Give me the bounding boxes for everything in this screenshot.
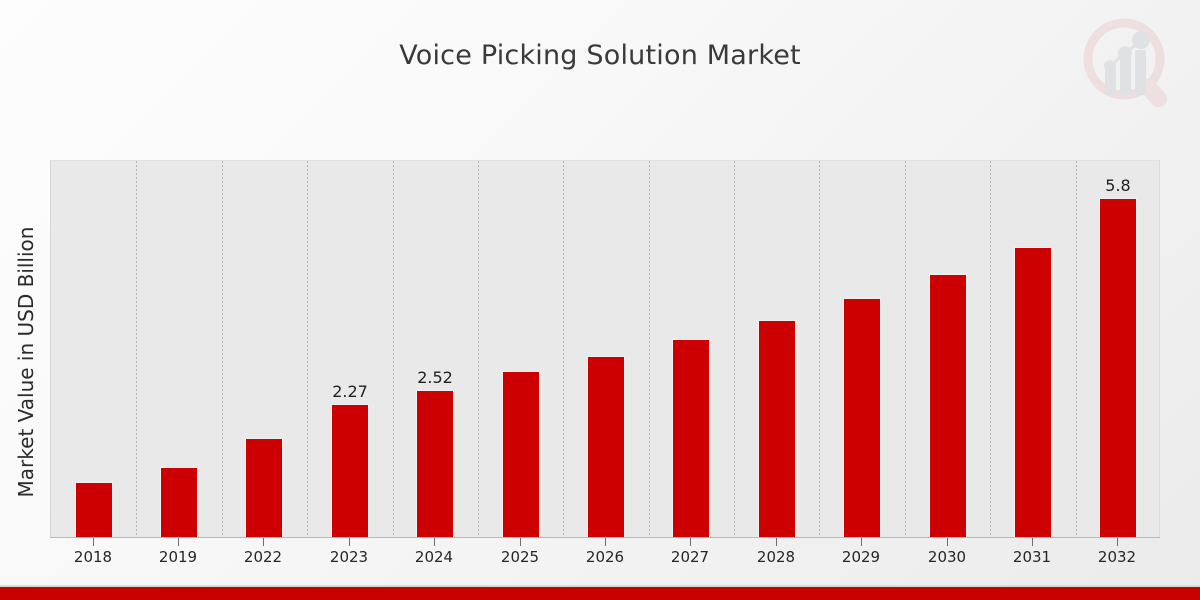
page-title: Voice Picking Solution Market — [399, 40, 801, 71]
y-axis-label: Market Value in USD Billion — [14, 226, 38, 498]
bar-group[interactable] — [1014, 160, 1052, 537]
bar-value-label: 2.27 — [332, 382, 368, 401]
x-axis-tick-label: 2029 — [841, 548, 881, 566]
bar-value-label: 2.52 — [417, 368, 453, 387]
bar[interactable] — [75, 482, 113, 537]
bar-group[interactable] — [758, 160, 796, 537]
x-axis-tick — [1117, 538, 1118, 546]
bar-group[interactable] — [75, 160, 113, 537]
bar[interactable] — [331, 404, 369, 537]
x-axis-tick-labels: 2018 2019 2022 2023 2024 2025 2026 2027 2028 2029… — [50, 548, 1160, 570]
bar-group[interactable]: 5.8 — [1099, 160, 1137, 537]
x-axis-tick-label: 2032 — [1097, 548, 1137, 566]
x-axis-line — [50, 537, 1160, 538]
x-axis-tick-label: 2027 — [670, 548, 710, 566]
x-axis-tick-label: 2025 — [500, 548, 540, 566]
bar[interactable] — [245, 438, 283, 537]
x-axis-tick — [93, 538, 94, 546]
bar[interactable] — [160, 467, 198, 537]
footer-divider — [0, 585, 1200, 587]
x-axis-tick — [776, 538, 777, 546]
x-axis-tick — [349, 538, 350, 546]
x-axis-tick-label: 2024 — [414, 548, 454, 566]
x-axis-tick-label: 2030 — [927, 548, 967, 566]
bar-group[interactable]: 2.52 — [416, 160, 454, 537]
bar[interactable] — [587, 356, 625, 537]
x-axis-tick — [434, 538, 435, 546]
x-axis-tick — [178, 538, 179, 546]
bar[interactable] — [416, 390, 454, 537]
x-axis-tick-label: 2023 — [329, 548, 369, 566]
bar-group[interactable] — [245, 160, 283, 537]
x-axis-tick-label: 2022 — [243, 548, 283, 566]
x-axis-tick — [861, 538, 862, 546]
plot-area: 2.27 2.52 5.8 — [50, 160, 1160, 537]
x-axis-tick-label: 2028 — [756, 548, 796, 566]
market-research-magnifier-logo — [1072, 14, 1182, 116]
x-axis-tick-label: 2031 — [1012, 548, 1052, 566]
bar[interactable] — [758, 320, 796, 537]
bar-group[interactable] — [160, 160, 198, 537]
x-axis-tick — [263, 538, 264, 546]
x-axis-tick-label: 2018 — [73, 548, 113, 566]
bar-group[interactable] — [929, 160, 967, 537]
x-axis-tick — [605, 538, 606, 546]
bar-series: 2.27 2.52 5.8 — [51, 161, 1159, 537]
bar[interactable] — [1099, 198, 1137, 537]
bar[interactable] — [502, 371, 540, 537]
bar-group[interactable] — [587, 160, 625, 537]
bar[interactable] — [672, 339, 710, 537]
x-axis-tick-label: 2019 — [158, 548, 198, 566]
footer-bar — [0, 587, 1200, 600]
bar-group[interactable] — [843, 160, 881, 537]
x-axis-tick-label: 2026 — [585, 548, 625, 566]
bar-group[interactable]: 2.27 — [331, 160, 369, 537]
bar[interactable] — [929, 274, 967, 537]
bar-value-label: 5.8 — [1105, 176, 1131, 195]
bar[interactable] — [843, 298, 881, 537]
bar-group[interactable] — [502, 160, 540, 537]
bar-group[interactable] — [672, 160, 710, 537]
x-axis-tick — [947, 538, 948, 546]
x-axis-tick — [1032, 538, 1033, 546]
bar[interactable] — [1014, 247, 1052, 537]
x-axis-tick — [520, 538, 521, 546]
x-axis-ticks — [50, 538, 1160, 546]
x-axis-tick — [690, 538, 691, 546]
